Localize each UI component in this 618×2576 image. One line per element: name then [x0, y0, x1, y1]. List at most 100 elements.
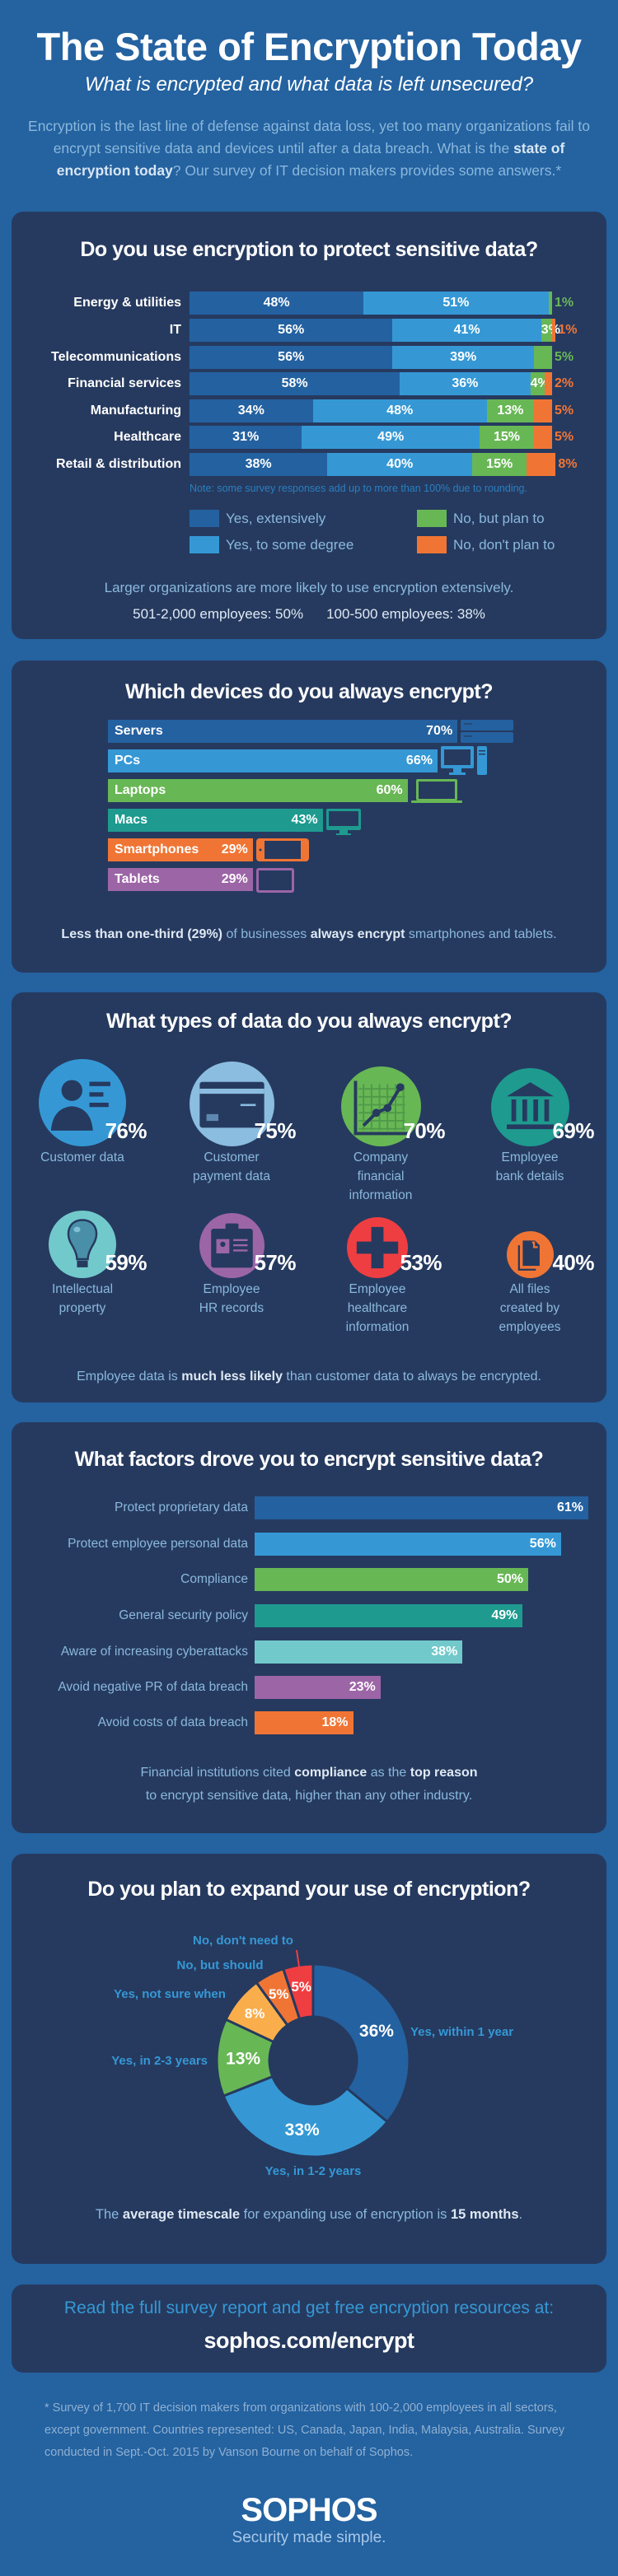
cta-link[interactable]: sophos.com/encrypt — [204, 2328, 414, 2353]
factor-label: Avoid costs of data breach — [97, 1715, 248, 1729]
data-type-value: 40% — [552, 1250, 594, 1275]
bar-segment: 34% — [190, 399, 313, 422]
data-type-value: 57% — [254, 1250, 296, 1275]
bar-segment: 38% — [190, 453, 328, 476]
donut-slice — [311, 1962, 411, 2124]
data-type-label: Employee — [501, 1150, 559, 1164]
legend-label: No, don't plan to — [453, 537, 555, 553]
bar-segment: 31% — [190, 426, 302, 449]
legend-swatch — [417, 510, 447, 527]
brand-tagline: Security made simple. — [232, 2529, 386, 2546]
data-type-value: 76% — [105, 1118, 147, 1143]
industry-label: Telecommunications — [51, 350, 181, 364]
device-bar: Servers 70% — [108, 720, 458, 743]
factor-label: Protect employee personal data — [68, 1537, 248, 1551]
note-bold: Less than one-third (29%) — [61, 927, 222, 941]
bar-segment: 39% — [392, 346, 534, 369]
note-part: smartphones and tablets. — [405, 927, 557, 941]
credit-card-icon — [199, 1081, 265, 1128]
note-part: Financial institutions cited — [140, 1766, 295, 1780]
bar-segment — [534, 399, 552, 422]
factors-note-line2: to encrypt sensitive data, higher than a… — [145, 1789, 473, 1803]
outside-value-label: 1% — [558, 323, 578, 337]
donut-category-label: Yes, not sure when — [114, 1987, 226, 2001]
note-bold: much less likely — [181, 1370, 283, 1384]
data-type-label: Customer data — [40, 1150, 124, 1164]
donut-value-label: 5% — [291, 1979, 311, 1995]
data-type-circle — [39, 1059, 126, 1146]
small-org-stat: 100-500 employees: 38% — [326, 606, 485, 622]
data-type-label: Company — [353, 1150, 409, 1164]
bar-segment: 4% — [530, 372, 550, 395]
bar-segment: 13% — [486, 399, 534, 422]
server-icon — [461, 720, 514, 747]
outside-value-label: 8% — [558, 457, 578, 471]
bar-segment — [534, 346, 552, 369]
factor-label: General security policy — [119, 1608, 248, 1622]
device-value: 43% — [291, 813, 318, 827]
legend-label: Yes, extensively — [226, 511, 326, 526]
data-type-circle — [49, 1211, 116, 1278]
donut-value-label: 5% — [269, 1986, 289, 2002]
data-types-panel — [12, 992, 606, 1402]
legend-label: Yes, to some degree — [226, 537, 354, 553]
expansion-note: The average timescale for expanding use … — [0, 2205, 618, 2224]
factor-bar: 61% — [255, 1496, 589, 1519]
bar-segment: 36% — [400, 372, 531, 395]
factor-bar: 50% — [255, 1568, 528, 1591]
donut-category-label: No, but should — [176, 1958, 264, 1972]
note-part: for expanding use of encryption is — [240, 2207, 451, 2222]
page-title: The State of Encryption Today — [36, 25, 582, 68]
data-type-value: 69% — [552, 1118, 594, 1143]
expansion-title: Do you plan to expand your use of encryp… — [87, 1878, 531, 1901]
industry-label: Manufacturing — [90, 404, 181, 418]
data-type-circle — [340, 1066, 421, 1146]
note-bold: average timescale — [122, 2207, 241, 2222]
devices-title: Which devices do you always encrypt? — [124, 680, 494, 703]
intro-bold: state of encryption today — [56, 140, 565, 179]
cta-text: Read the full survey report and get free… — [63, 2298, 555, 2317]
bar-segment: 15% — [472, 453, 527, 476]
device-label: Macs — [115, 813, 148, 827]
device-bar: Smartphones 29% — [108, 838, 253, 861]
customer-profile-icon — [50, 1080, 110, 1131]
intro-part: Encryption is the last line of defense a… — [28, 118, 590, 156]
device-label: Smartphones — [115, 842, 199, 856]
bar-segment — [545, 372, 552, 395]
encryption-usage-panel — [12, 212, 606, 639]
note-part: The — [95, 2207, 123, 2222]
factor-label: Aware of increasing cyberattacks — [60, 1645, 248, 1659]
factor-bar: 18% — [255, 1711, 353, 1734]
donut-value-label: 36% — [359, 2022, 394, 2041]
encryption-usage-title: Do you use encryption to protect sensiti… — [80, 238, 538, 261]
device-label: Tablets — [115, 872, 160, 886]
bar-segment — [527, 453, 556, 476]
page-subtitle: What is encrypted and what data is left … — [84, 73, 534, 96]
data-type-circle — [506, 1231, 554, 1278]
data-type-value: 59% — [105, 1250, 147, 1275]
donut-value-label: 8% — [245, 2005, 265, 2021]
data-type-label: Employee — [203, 1282, 260, 1296]
device-value: 60% — [376, 783, 403, 797]
outside-value-label: 5% — [555, 430, 574, 444]
footnote: * Survey of 1,700 IT decision makers fro… — [44, 2401, 565, 2459]
bar-segment: 56% — [190, 346, 393, 369]
industry-label: Retail & distribution — [56, 457, 181, 471]
desktop-pc-icon — [440, 746, 489, 780]
data-type-label: bank details — [495, 1169, 564, 1183]
data-type-label: Employee — [349, 1282, 406, 1296]
factors-title: What factors drove you to encrypt sensit… — [74, 1448, 544, 1471]
financial-chart-icon — [353, 1080, 408, 1136]
smartphone-icon — [255, 838, 309, 866]
note-bold: 15 months — [451, 2207, 519, 2222]
note-part: Employee data is — [77, 1370, 182, 1384]
data-types-note: Employee data is much less likely than c… — [0, 1368, 618, 1386]
industry-label: Financial services — [68, 376, 181, 390]
legend-swatch — [417, 536, 447, 553]
outside-value-label: 1% — [555, 296, 574, 310]
industry-label: IT — [169, 323, 181, 337]
donut-category-label: No, don't need to — [193, 1934, 293, 1948]
bar-segment: 56% — [190, 319, 393, 342]
device-value: 29% — [221, 842, 248, 856]
bar-segment: 41% — [392, 319, 541, 342]
